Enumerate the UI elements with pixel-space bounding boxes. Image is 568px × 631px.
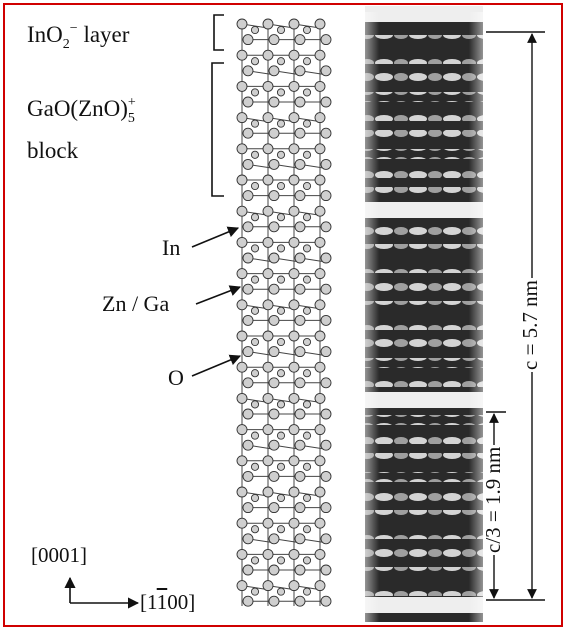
axis-h-bar-digit: 1 [156, 590, 168, 614]
o-arrow [191, 354, 242, 377]
block-formula-label: GaO(ZnO)5+ [27, 95, 136, 126]
ino2-layer-label: InO2− layer [27, 21, 130, 52]
block-bracket [211, 62, 224, 197]
axis-h-open: [1 [140, 590, 157, 614]
o-label: O [168, 365, 184, 390]
znga-arrow [195, 285, 242, 305]
ino2-subscript: 2 [62, 37, 70, 52]
block-word-label: block [27, 138, 79, 163]
in-label: In [162, 235, 181, 260]
layer-word: layer [77, 22, 130, 47]
znga-label: Zn / Ga [102, 291, 170, 316]
ino2-superscript: − [69, 21, 78, 36]
layer-bracket [213, 14, 224, 51]
block-superscript: + [127, 95, 136, 110]
axis-h-close: 00] [167, 590, 196, 614]
in-arrow [191, 226, 240, 248]
ino2-text: InO [27, 22, 63, 47]
axis-vertical-label: [0001] [31, 543, 87, 567]
block-formula-text: GaO(ZnO) [27, 96, 128, 121]
axis-horizontal-label: [1100] [140, 592, 195, 613]
c-third-dimension-label: c/3 = 1.9 nm [481, 444, 505, 555]
c-dimension-label: c = 5.7 nm [518, 278, 542, 372]
block-subscript: 5 [127, 111, 135, 126]
